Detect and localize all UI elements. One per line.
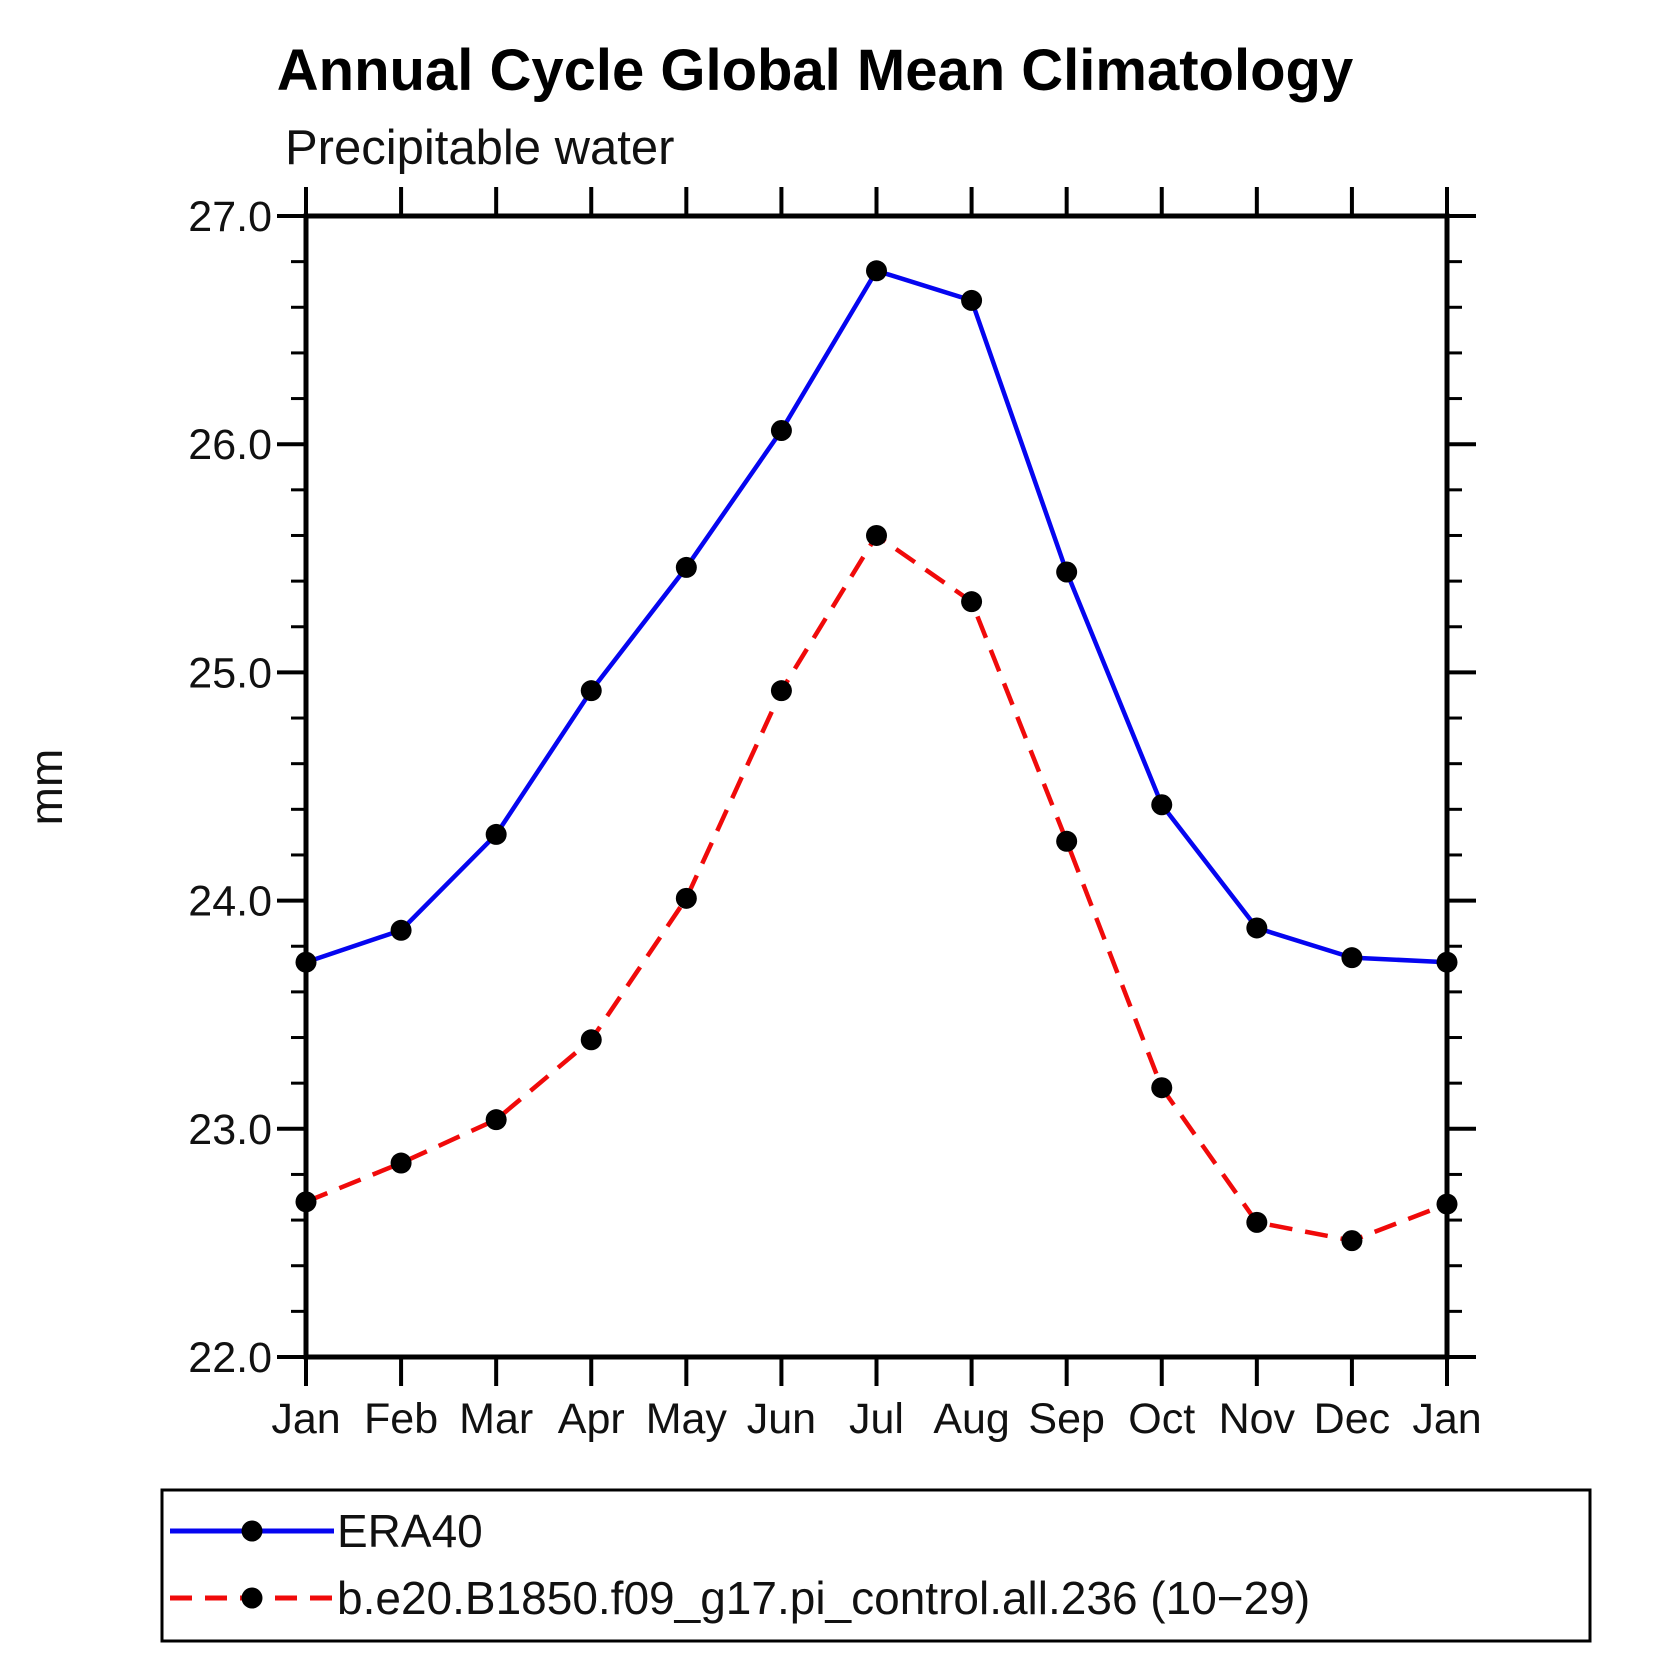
x-tick-label: Jun <box>747 1395 816 1443</box>
data-point-era40 <box>295 951 317 973</box>
x-tick-label: Jul <box>849 1395 904 1443</box>
data-point-era40 <box>485 823 507 845</box>
legend-marker-model <box>241 1587 263 1609</box>
data-point-model <box>1436 1193 1458 1215</box>
data-point-era40 <box>1056 561 1078 583</box>
y-tick-label: 25.0 <box>188 649 272 697</box>
data-point-model <box>961 591 983 613</box>
legend-border <box>160 1488 1592 1643</box>
legend-label-model: b.e20.B1850.f09_g17.pi_control.all.236 (… <box>337 1572 1310 1624</box>
x-tick-label: Aug <box>933 1395 1010 1443</box>
data-point-era40 <box>1436 951 1458 973</box>
x-tick-label: Nov <box>1219 1395 1296 1443</box>
x-tick-label: Jan <box>271 1395 340 1443</box>
legend-box: ERA40 b.e20.B1850.f09_g17.pi_control.all… <box>160 1488 1592 1643</box>
x-tick-label: Oct <box>1128 1395 1195 1443</box>
data-point-model <box>485 1109 507 1131</box>
chart-title: Annual Cycle Global Mean Climatology <box>277 38 1353 103</box>
data-point-era40 <box>580 680 602 702</box>
x-tick-label: Dec <box>1314 1395 1390 1443</box>
y-tick-label: 23.0 <box>188 1106 272 1154</box>
plot-frame <box>303 213 1450 1360</box>
data-point-era40 <box>770 420 792 442</box>
x-tick-label: Feb <box>364 1395 438 1443</box>
data-point-model <box>1341 1230 1363 1252</box>
x-tick-label: Sep <box>1028 1395 1105 1443</box>
data-point-model <box>1151 1077 1173 1099</box>
data-point-era40 <box>675 556 697 578</box>
y-axis-label: mm <box>20 749 72 826</box>
data-point-model <box>580 1029 602 1051</box>
chart-subtitle: Precipitable water <box>285 121 674 175</box>
axes-layer: Jan Feb Mar Apr May Jun Jul Aug Sep Oct Nov Dec Jan 2… <box>188 187 1482 1443</box>
data-point-era40 <box>866 260 887 282</box>
legend-marker-era40 <box>241 1520 263 1542</box>
data-point-model <box>1246 1211 1268 1233</box>
y-tick-label: 26.0 <box>188 421 272 469</box>
data-point-era40 <box>1246 917 1268 939</box>
y-tick-label: 22.0 <box>188 1334 272 1382</box>
data-point-model <box>295 1191 317 1213</box>
data-point-era40 <box>961 289 983 311</box>
data-point-era40 <box>1341 947 1363 969</box>
data-point-model <box>675 887 697 909</box>
x-tick-label: Apr <box>558 1395 625 1443</box>
data-point-model <box>1056 830 1078 852</box>
x-tick-label: May <box>646 1395 728 1443</box>
legend-row-model: b.e20.B1850.f09_g17.pi_control.all.236 (… <box>170 1572 1310 1624</box>
data-point-model <box>770 680 792 702</box>
series-layer <box>295 260 1458 1252</box>
data-point-model <box>390 1152 412 1174</box>
legend-row-era40: ERA40 <box>170 1505 483 1557</box>
x-tick-label: Mar <box>459 1395 533 1443</box>
y-tick-label: 27.0 <box>188 193 272 241</box>
series-line-era40 <box>305 268 1448 965</box>
data-point-model <box>866 524 887 546</box>
y-tick-label: 24.0 <box>188 878 272 926</box>
data-point-era40 <box>1151 794 1173 816</box>
x-tick-label: Jan <box>1412 1395 1481 1443</box>
series-line-model <box>305 532 1448 1243</box>
legend-label-era40: ERA40 <box>337 1505 483 1557</box>
data-point-era40 <box>390 919 412 941</box>
